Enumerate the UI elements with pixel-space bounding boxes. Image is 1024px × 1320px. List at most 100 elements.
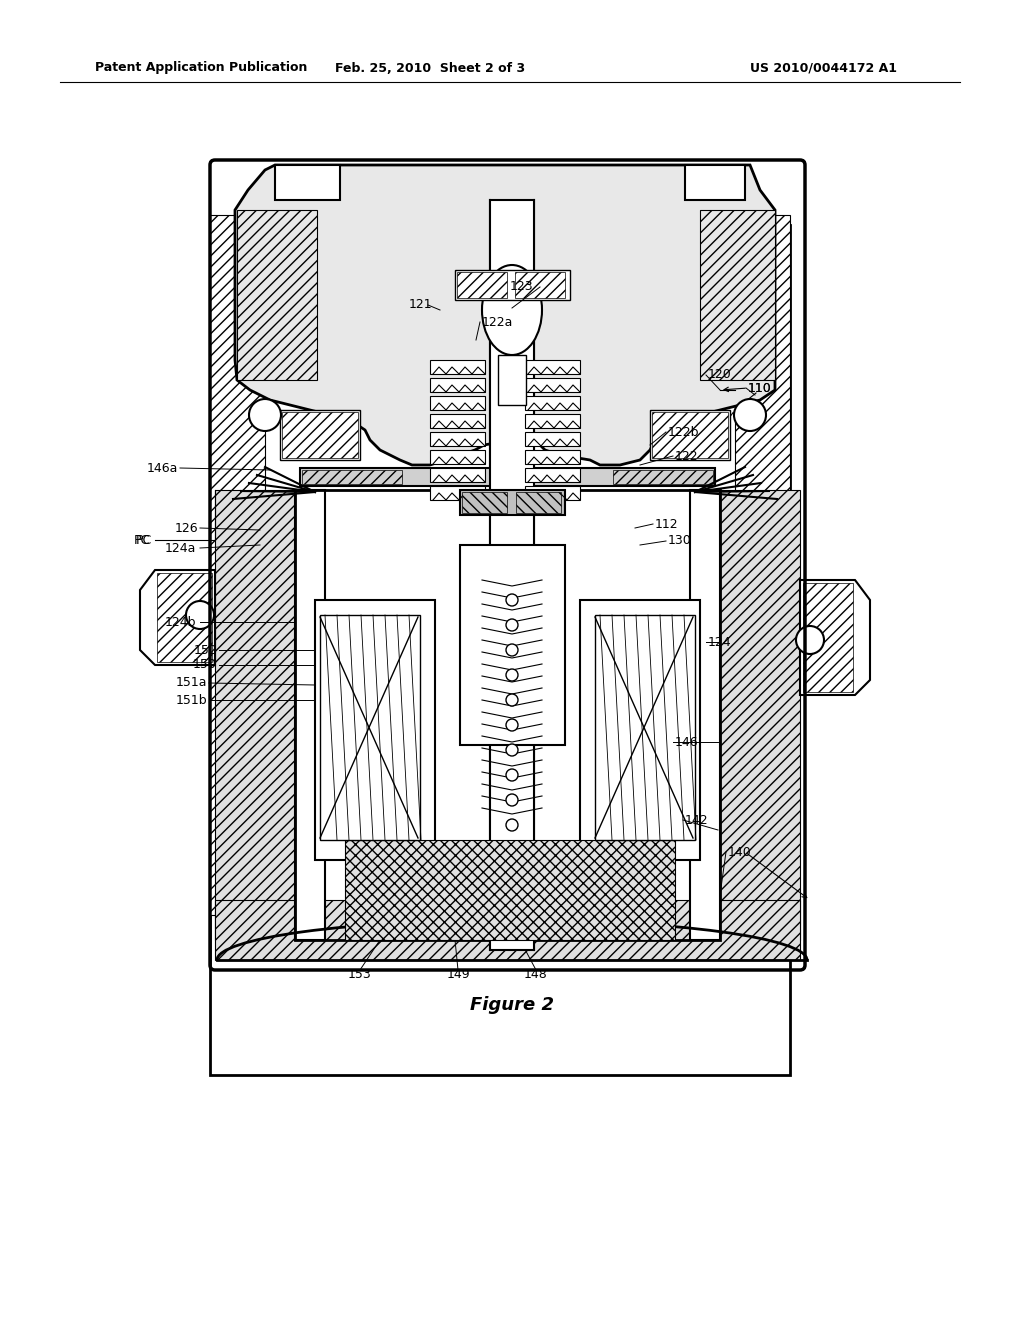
Circle shape [506, 744, 518, 756]
Text: 123: 123 [510, 281, 534, 293]
Text: 142: 142 [685, 813, 709, 826]
Polygon shape [685, 165, 745, 201]
Text: 151a: 151a [175, 676, 207, 689]
Polygon shape [140, 570, 215, 665]
Bar [525, 469, 580, 482]
Text: 124b: 124b [165, 615, 196, 628]
Bar [210, 215, 265, 915]
Bar [720, 490, 800, 940]
Text: 130: 130 [668, 535, 692, 548]
Bar [700, 210, 775, 380]
Bar [525, 360, 580, 374]
Bar [460, 490, 565, 515]
Bar [652, 412, 728, 458]
Bar [237, 210, 317, 380]
Polygon shape [800, 579, 870, 696]
Text: 121: 121 [409, 298, 432, 312]
Polygon shape [595, 615, 695, 840]
Bar [460, 545, 565, 744]
Bar [315, 601, 435, 861]
Text: PC: PC [136, 533, 152, 546]
Circle shape [186, 601, 214, 630]
Bar [282, 412, 358, 458]
Bar [295, 490, 325, 940]
Bar [462, 492, 507, 513]
Circle shape [249, 399, 281, 432]
Bar [430, 378, 485, 392]
Bar [430, 432, 485, 446]
Text: 150: 150 [194, 659, 217, 672]
Text: 112: 112 [655, 517, 679, 531]
Bar [302, 470, 402, 484]
Bar [457, 272, 507, 298]
Bar [345, 840, 675, 940]
Text: PC: PC [134, 533, 150, 546]
Bar [157, 573, 212, 663]
Bar [580, 601, 700, 861]
Text: 124: 124 [708, 635, 731, 648]
Text: 110: 110 [748, 381, 772, 395]
Bar [613, 470, 713, 484]
Bar [515, 272, 565, 298]
Bar [650, 411, 730, 459]
Text: Feb. 25, 2010  Sheet 2 of 3: Feb. 25, 2010 Sheet 2 of 3 [335, 62, 525, 74]
Bar [210, 224, 790, 1074]
Polygon shape [234, 165, 775, 465]
Circle shape [506, 719, 518, 731]
Bar [525, 486, 580, 500]
Bar [215, 490, 295, 940]
Circle shape [506, 694, 518, 706]
Text: Patent Application Publication: Patent Application Publication [95, 62, 307, 74]
Bar [430, 450, 485, 465]
Bar [430, 396, 485, 411]
Text: 146: 146 [675, 735, 698, 748]
Circle shape [506, 818, 518, 832]
Bar [280, 411, 360, 459]
Bar [215, 900, 800, 960]
Circle shape [506, 770, 518, 781]
Ellipse shape [482, 265, 542, 355]
Bar [525, 414, 580, 428]
Text: 148: 148 [524, 969, 548, 982]
Text: 124a: 124a [165, 541, 196, 554]
Bar [300, 469, 715, 486]
Text: 151b: 151b [175, 693, 207, 706]
Text: 146a: 146a [146, 462, 178, 474]
Bar [430, 486, 485, 500]
Text: 122b: 122b [668, 425, 699, 438]
Text: 152: 152 [194, 644, 217, 656]
Text: 126: 126 [174, 521, 198, 535]
Bar [430, 414, 485, 428]
Text: Figure 2: Figure 2 [470, 997, 554, 1014]
Polygon shape [275, 165, 340, 201]
Circle shape [506, 594, 518, 606]
Bar [516, 492, 561, 513]
Bar [490, 201, 534, 950]
Bar [295, 490, 720, 940]
Bar [803, 583, 853, 692]
Text: 153: 153 [348, 969, 372, 982]
Text: 122: 122 [675, 450, 698, 462]
Bar [525, 432, 580, 446]
Bar [525, 450, 580, 465]
Bar [735, 215, 790, 915]
Bar [498, 355, 526, 405]
Bar [525, 396, 580, 411]
Bar [525, 378, 580, 392]
Circle shape [506, 619, 518, 631]
Bar [430, 360, 485, 374]
Circle shape [506, 669, 518, 681]
Circle shape [796, 626, 824, 653]
Text: 120: 120 [708, 368, 732, 381]
Text: 149: 149 [446, 969, 470, 982]
Text: US 2010/0044172 A1: US 2010/0044172 A1 [750, 62, 897, 74]
Bar [430, 469, 485, 482]
Text: 110: 110 [748, 381, 772, 395]
Circle shape [506, 644, 518, 656]
Bar [455, 271, 570, 300]
Text: 140: 140 [728, 846, 752, 858]
Circle shape [734, 399, 766, 432]
Circle shape [506, 795, 518, 807]
Text: 122a: 122a [482, 315, 513, 329]
Polygon shape [319, 615, 420, 840]
